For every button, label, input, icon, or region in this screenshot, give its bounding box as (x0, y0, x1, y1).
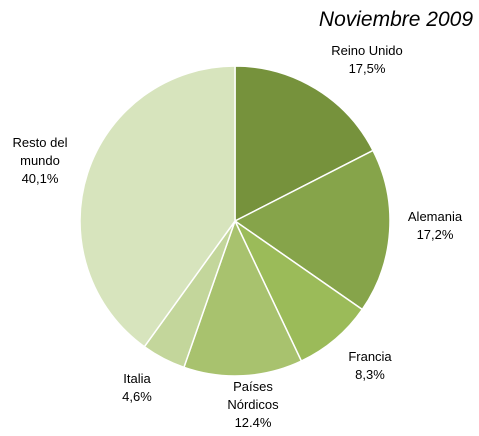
value-label: 17,2% (416, 227, 454, 242)
value-label: 40,1% (21, 171, 59, 186)
pie-slice (79, 65, 236, 348)
value-label: 12.4% (234, 415, 272, 430)
value-label: 8,3% (355, 367, 385, 382)
slice-label: Resto del mundo 40,1% (0, 134, 80, 188)
category-label: Países Nórdicos (227, 379, 279, 412)
category-label: Resto del mundo (12, 135, 68, 168)
pie-slice (233, 149, 391, 311)
pie-slice (182, 219, 303, 377)
slice-label: Reino Unido 17,5% (317, 42, 417, 78)
slice-label: Países Nórdicos 12.4% (213, 378, 293, 432)
pie-slice (234, 65, 375, 223)
value-label: 4,6% (122, 389, 152, 404)
slice-label: Italia 4,6% (107, 370, 167, 406)
category-label: Alemania (407, 209, 463, 224)
slice-label: Francia 8,3% (335, 348, 405, 384)
slice-label: Alemania 17,2% (395, 208, 475, 244)
value-label: 17,5% (348, 61, 386, 76)
category-label: Italia (123, 371, 151, 386)
category-label: Reino Unido (331, 43, 403, 58)
category-label: Francia (348, 349, 392, 364)
chart-title: Noviembre 2009 (318, 8, 473, 31)
